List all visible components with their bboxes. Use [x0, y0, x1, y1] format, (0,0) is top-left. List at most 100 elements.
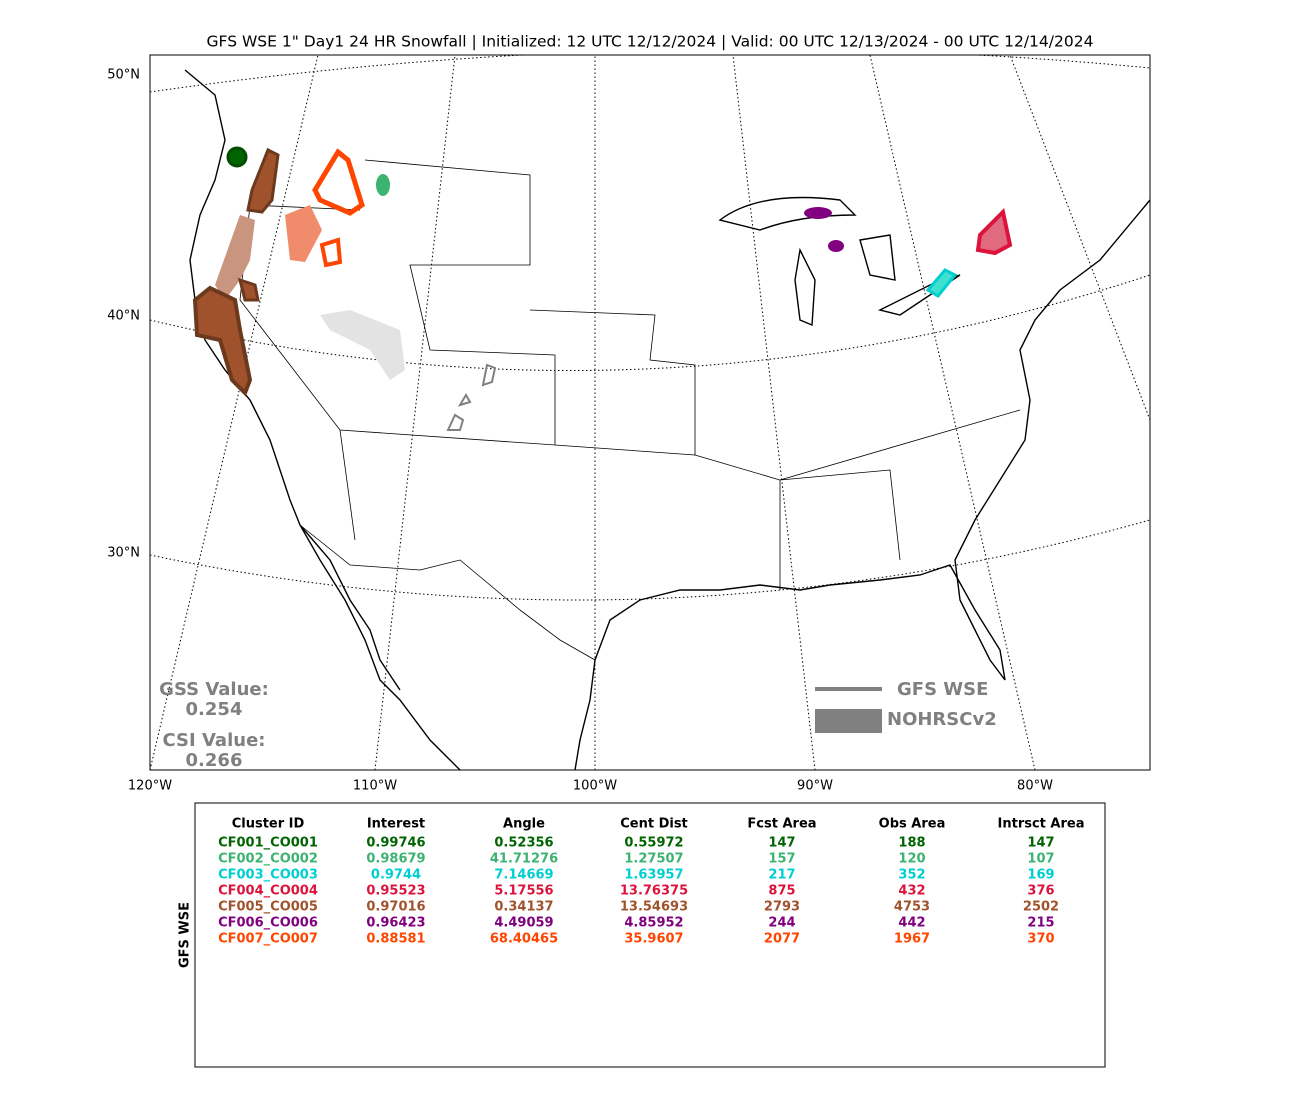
graticule	[150, 55, 319, 770]
cluster-shape	[376, 174, 390, 196]
table-cell: 215	[1027, 916, 1054, 931]
table-cell: 147	[1027, 836, 1054, 851]
table-cell: 13.54693	[620, 900, 688, 915]
table-cell: 147	[768, 836, 795, 851]
table-cell: 4.85952	[624, 916, 683, 931]
table-cell: CF006_CO006	[218, 916, 318, 931]
lon-label: 110°W	[353, 779, 397, 794]
table-cell: 188	[898, 836, 925, 851]
legend: GFS WSE NOHRSCv2	[815, 679, 997, 733]
cluster-shape	[804, 207, 832, 219]
cluster-shape	[975, 207, 1013, 256]
graticule	[150, 274, 1150, 372]
table-cell: 4753	[894, 900, 930, 915]
table-cell: 1967	[894, 932, 930, 947]
table-cell: 217	[768, 868, 795, 883]
legend-label: GFS WSE	[897, 679, 988, 700]
table-cell: 244	[768, 916, 795, 931]
lon-label: 100°W	[573, 779, 617, 794]
table-cell: 442	[898, 916, 925, 931]
scores: GSS Value: 0.254 CSI Value: 0.266	[159, 679, 269, 771]
lakes	[718, 196, 961, 327]
csi-label: CSI Value:	[163, 730, 266, 751]
table-cell: CF004_CO004	[218, 884, 318, 899]
table-cell: 0.97016	[366, 900, 425, 915]
table-header: Interest	[367, 817, 425, 832]
cluster-shape	[312, 148, 365, 216]
cluster-shape	[828, 240, 844, 252]
table-cell: 376	[1027, 884, 1054, 899]
table-cell: 0.34137	[494, 900, 553, 915]
graticule	[1009, 55, 1150, 421]
table-cell: 0.99746	[366, 836, 425, 851]
cluster-shape	[192, 285, 253, 397]
table-header: Intrsct Area	[998, 817, 1085, 832]
map: 50°N 40°N 30°N 120°W 110°W 100°W 90°W 80°W GFS …	[107, 54, 1151, 794]
lat-label: 50°N	[107, 68, 140, 83]
lon-label: 80°W	[1017, 779, 1053, 794]
table-cell: CF001_CO001	[218, 836, 318, 851]
lat-label: 30°N	[107, 546, 140, 561]
table-header: Cent Dist	[620, 817, 688, 832]
graticule	[150, 55, 1150, 93]
coastline	[184, 69, 1150, 770]
table-header: Cluster ID	[232, 817, 305, 832]
table-cell: 1.27507	[624, 852, 683, 867]
lon-label: 120°W	[128, 779, 172, 794]
table-cell: 35.9607	[624, 932, 683, 947]
table-cell: 4.49059	[494, 916, 553, 931]
gss-value: 0.254	[186, 699, 243, 720]
cluster-shape	[246, 147, 280, 214]
table-cell: 5.17556	[494, 884, 553, 899]
table-cell: 352	[898, 868, 925, 883]
cluster-shape	[237, 277, 260, 302]
table-header: Angle	[503, 817, 545, 832]
table-cell: 120	[898, 852, 925, 867]
gss-label: GSS Value:	[159, 679, 269, 700]
cluster-shape	[320, 310, 405, 380]
table-cell: 157	[768, 852, 795, 867]
table-cell: 107	[1027, 852, 1054, 867]
table-cell: 41.71276	[490, 852, 558, 867]
table-cell: 2502	[1023, 900, 1059, 915]
table-cell: CF003_CO003	[218, 868, 318, 883]
table-cell: 0.96423	[366, 916, 425, 931]
table-cell: 0.9744	[371, 868, 421, 883]
clusters	[192, 146, 1013, 431]
lat-label: 40°N	[107, 309, 140, 324]
cluster-shape	[215, 215, 255, 300]
table-header: Obs Area	[879, 817, 946, 832]
table-cell: 2077	[764, 932, 800, 947]
cluster-shape	[925, 268, 958, 298]
table: Cluster ID Interest Angle Cent Dist Fcst Are…	[218, 817, 1084, 947]
cluster-shape	[446, 363, 497, 431]
table-cell: CF007_CO007	[218, 932, 318, 947]
legend-patch	[815, 709, 882, 733]
graticule	[150, 519, 1150, 601]
table-cell: 0.98679	[366, 852, 425, 867]
table-cell: 875	[768, 884, 795, 899]
table-frame	[194, 802, 1106, 1068]
csi-value: 0.266	[186, 750, 243, 771]
table-cell: CF005_CO005	[218, 900, 318, 915]
cluster-shape	[319, 237, 343, 268]
table-side-label: GFS WSE	[178, 902, 193, 968]
table-cell: 68.40465	[490, 932, 558, 947]
cluster-shape	[285, 205, 322, 262]
map-frame	[149, 54, 1151, 771]
legend-label: NOHRSCv2	[887, 709, 997, 730]
lon-label: 90°W	[797, 779, 833, 794]
table-cell: 0.55972	[624, 836, 683, 851]
title: GFS WSE 1" Day1 24 HR Snowfall | Initial…	[207, 33, 1094, 51]
table-cell: 169	[1027, 868, 1054, 883]
table-cell: 7.14669	[494, 868, 553, 883]
table-cell: 2793	[764, 900, 800, 915]
table-cell: 0.95523	[366, 884, 425, 899]
table-cell: 13.76375	[620, 884, 688, 899]
table-cell: 0.52356	[494, 836, 553, 851]
table-cell: 370	[1027, 932, 1054, 947]
table-cell: CF002_CO002	[218, 852, 318, 867]
table-cell: 1.63957	[624, 868, 683, 883]
table-header: Fcst Area	[747, 817, 816, 832]
